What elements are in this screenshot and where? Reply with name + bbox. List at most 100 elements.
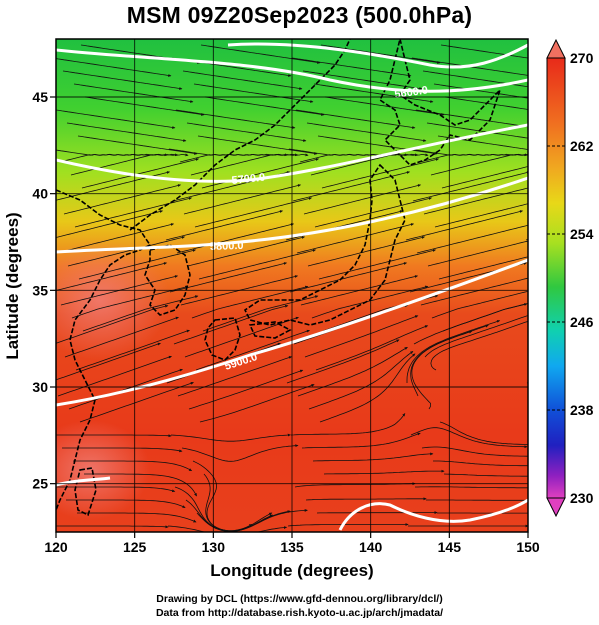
streamline <box>443 473 528 477</box>
x-tick-label: 120 <box>44 539 68 555</box>
y-tick-label: 40 <box>32 186 48 202</box>
streamline <box>318 249 437 280</box>
contour-5600-north <box>227 42 528 69</box>
colorbar: 270 262 254 246 238 230 <box>546 38 594 518</box>
streamline <box>195 329 310 371</box>
coastlines <box>56 39 501 517</box>
streamline <box>286 339 400 384</box>
streamline <box>67 236 186 267</box>
y-tick-label: 35 <box>32 282 48 298</box>
streamline <box>291 57 412 77</box>
streamline <box>56 525 169 529</box>
colorbar-tick-label: 246 <box>570 314 594 330</box>
streamline <box>177 356 293 397</box>
streamline <box>295 109 416 129</box>
streamline <box>56 58 172 77</box>
streamline <box>421 446 528 457</box>
streamline <box>181 444 299 462</box>
streamline <box>66 499 186 508</box>
streamline <box>202 295 319 332</box>
streamline <box>323 469 445 475</box>
streamline <box>439 421 528 445</box>
x-axis: 120 125 130 135 140 145 150 <box>44 532 540 555</box>
streamline <box>169 262 288 293</box>
streamline <box>444 96 528 110</box>
streamline <box>413 303 528 345</box>
streamline <box>431 290 528 319</box>
streamline <box>433 460 528 467</box>
contour-5600 <box>56 48 528 93</box>
colorbar-tick-label: 262 <box>570 138 594 154</box>
streamline <box>167 525 288 532</box>
y-tick-label: 30 <box>32 379 48 395</box>
streamline <box>203 473 273 532</box>
y-axis: 25 30 35 40 45 <box>32 89 56 492</box>
streamline <box>302 70 423 90</box>
map-title: MSM 09Z20Sep2023 (500.0hPa) <box>126 2 473 28</box>
y-axis-title: Latitude (degrees) <box>3 212 22 359</box>
contour-5800 <box>56 176 528 254</box>
colorbar-ticks: 270 262 254 246 238 230 <box>547 50 594 506</box>
colorbar-tick-label: 230 <box>570 490 594 506</box>
streamline <box>71 285 189 319</box>
streamline <box>422 70 528 88</box>
geopotential-contours <box>56 42 528 531</box>
streamline <box>196 508 308 532</box>
contour-5700 <box>56 123 528 183</box>
contour-5900-south <box>338 498 528 531</box>
contour-label: 5800.0 <box>210 240 244 253</box>
x-axis-title: Longitude (degrees) <box>210 561 373 580</box>
streamline <box>191 285 309 319</box>
x-tick-label: 130 <box>202 539 226 555</box>
colorbar-top-arrow <box>546 38 566 59</box>
streamline <box>441 166 528 189</box>
streamline <box>188 369 304 410</box>
streamline <box>66 122 187 142</box>
streamline <box>173 304 289 345</box>
streamline <box>410 427 528 449</box>
y-tick-label: 25 <box>32 476 48 492</box>
streamline <box>440 44 528 59</box>
x-tick-label: 150 <box>516 539 540 555</box>
streamline <box>416 224 528 254</box>
streamline <box>56 109 176 129</box>
streamline <box>303 184 422 215</box>
streamline <box>533 172 599 201</box>
streamline <box>565 97 599 115</box>
streamline <box>187 236 306 267</box>
streamline <box>438 256 528 280</box>
streamline <box>56 434 172 438</box>
streamline <box>62 447 183 453</box>
contour-label: 5700.0 <box>231 172 266 187</box>
streamline <box>321 158 440 189</box>
streamline <box>306 122 427 142</box>
streamline <box>296 223 415 254</box>
streamline <box>56 304 169 344</box>
streamline <box>312 452 434 462</box>
streamline <box>68 368 183 410</box>
streamline <box>198 249 317 280</box>
warm-region <box>56 420 150 520</box>
x-tick-label: 135 <box>280 539 304 555</box>
streamline <box>84 473 197 497</box>
streamline <box>310 153 429 176</box>
streamline <box>165 210 284 241</box>
colorbar-tick-label: 270 <box>570 50 594 66</box>
streamline <box>56 223 175 254</box>
streamline <box>64 316 179 358</box>
streamline <box>176 223 295 254</box>
streamline <box>305 497 427 501</box>
streamline <box>75 329 190 371</box>
streamline <box>562 159 599 188</box>
streamline <box>199 384 315 423</box>
streamline <box>292 171 411 202</box>
streamline <box>423 187 528 215</box>
streamline <box>290 413 406 436</box>
streamline <box>297 347 408 397</box>
footer-credit: Drawing by DCL (https://www.gfd-dennou.o… <box>156 593 443 605</box>
streamline <box>289 262 408 293</box>
streamline <box>412 171 528 202</box>
gridlines <box>56 39 528 532</box>
streamline <box>77 512 197 523</box>
streamline <box>430 319 528 371</box>
